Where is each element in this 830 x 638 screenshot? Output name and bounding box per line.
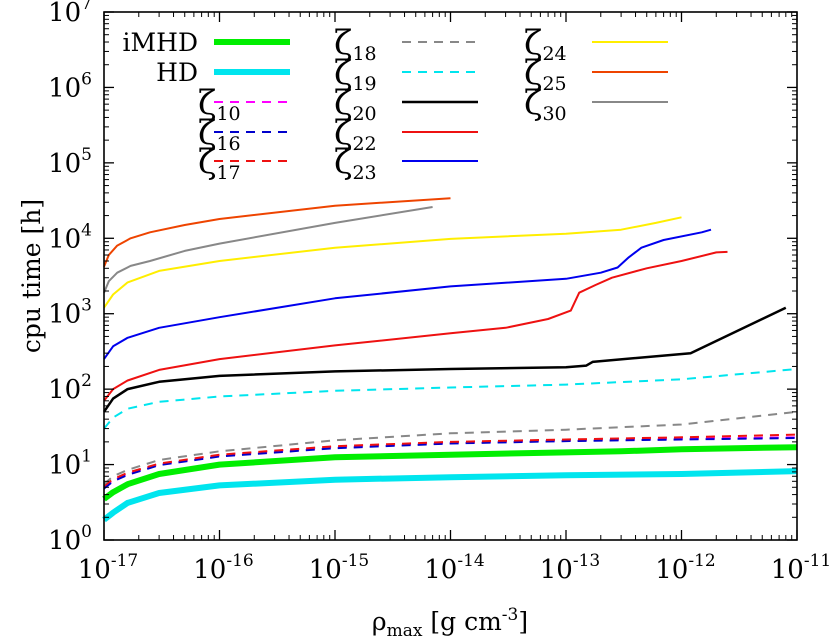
legend-label: ζ10 [198,83,241,125]
series-line-30 [103,206,433,294]
series-line-imhd [102,444,798,502]
legend-label: iMHD [123,28,198,57]
x-tick-label: 10-12 [655,551,715,585]
y-tick-label: 101 [48,447,92,481]
x-axis-title: ρmax [g cm-3] [372,605,528,638]
x-axis-title-unit-end: ] [518,607,528,636]
y-tick-label: 102 [48,371,92,405]
y-axis-title: cpu time [h] [17,199,46,353]
series-line-25 [103,197,451,268]
series-line-23 [103,228,712,360]
legend-label: ζ18 [334,23,377,65]
y-tick-label: 105 [48,145,92,179]
series-line-22 [103,250,728,402]
series-line-20 [102,306,787,413]
y-tick-label: 106 [48,69,92,103]
legend-label: HD [156,58,198,87]
series-line-18 [103,410,798,485]
legend-label: ζ20 [334,83,377,125]
axis-tick-labels: 10-17 10-16 10-15 10-14 10-13 10-12 10-11 100 10… [48,0,830,585]
x-tick-label: 10-11 [771,551,830,585]
series-line-17 [103,433,798,487]
x-axis-title-unit: [g cm [422,607,502,636]
series-line-24 [103,216,682,309]
y-tick-label: 103 [48,296,92,330]
series-line-hd [102,468,798,523]
x-tick-label: 10-15 [309,551,369,585]
legend-label: ζ19 [334,53,377,95]
y-tick-label: 104 [48,220,92,254]
legend-label: ζ16 [198,113,241,155]
x-tick-label: 10-13 [540,551,600,585]
legend-label: ζ30 [524,83,567,125]
axis-ticks [103,11,798,541]
series-line-19 [103,368,798,430]
plot-lines [102,197,798,523]
legend-label: ζ24 [524,23,567,65]
x-tick-label: 10-14 [424,551,484,585]
series-line-16 [103,437,798,490]
legend-label: ζ22 [334,113,377,155]
x-axis-title-rho: ρ [372,607,387,636]
y-tick-label: 107 [48,0,92,28]
legend-label: ζ25 [524,53,567,95]
legend-label: ζ23 [334,142,377,184]
y-tick-label: 100 [48,522,92,556]
x-tick-label: 10-17 [78,551,138,585]
x-axis-title-unit-sup: -3 [502,605,519,625]
x-axis-title-sub: max [387,621,423,638]
legend-label: ζ17 [198,142,241,184]
x-tick-label: 10-16 [193,551,253,585]
